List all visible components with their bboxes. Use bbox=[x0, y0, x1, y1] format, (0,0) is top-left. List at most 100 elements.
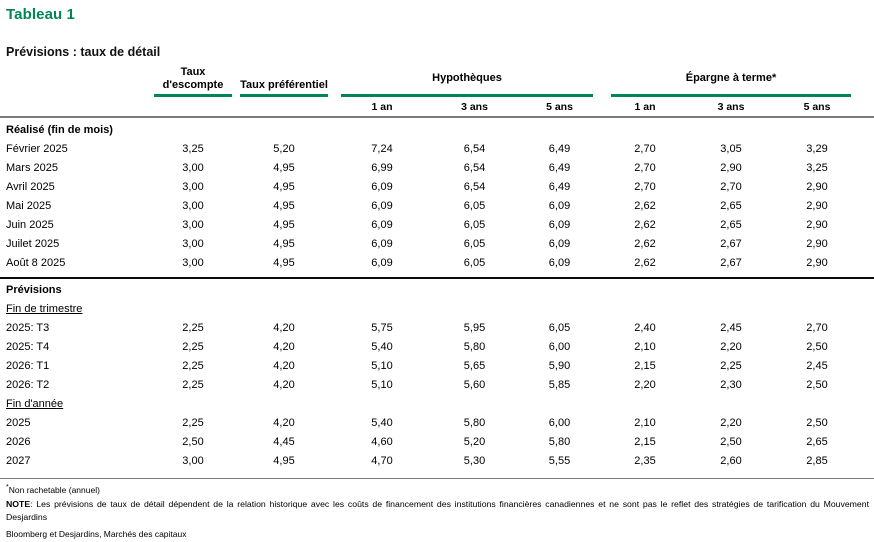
table-cell: 2,70 bbox=[634, 180, 656, 193]
asterisk-footnote: *Non rachetable (annuel) bbox=[6, 484, 874, 495]
subcolumn-header: 1 an bbox=[634, 100, 656, 113]
green-underline bbox=[341, 94, 593, 97]
fin-de-trimestre-rows: 2025: T3 2,25 4,20 5,75 5,95 6,05 2,40 2,45 2,70… bbox=[0, 319, 874, 395]
table-cell: 6,05 bbox=[463, 199, 486, 212]
table-cell: 5,95 bbox=[463, 322, 486, 334]
table-cell: 6,09 bbox=[371, 199, 393, 212]
table-cell: 6,09 bbox=[548, 218, 571, 231]
table-cell: 5,30 bbox=[463, 455, 486, 467]
table-cell: 5,75 bbox=[371, 322, 393, 334]
table-cell: 5,40 bbox=[371, 417, 393, 429]
column-group-epargne-a-terme: Épargne à terme* bbox=[602, 66, 860, 97]
table-cell: 4,95 bbox=[273, 180, 295, 193]
column-group-label: Épargne à terme* bbox=[685, 72, 777, 84]
table-row: Juin 2025 3,00 4,95 6,09 6,05 6,09 2,62 2,65 2,9… bbox=[0, 215, 874, 234]
table-cell: 6,54 bbox=[463, 142, 486, 155]
row-label: Avril 2025 bbox=[6, 180, 55, 193]
row-label: Juin 2025 bbox=[6, 218, 54, 231]
green-underline bbox=[611, 94, 851, 97]
table-cell: 6,09 bbox=[371, 256, 393, 269]
table-cell: 5,65 bbox=[463, 360, 486, 372]
table-cell: 2,10 bbox=[634, 341, 656, 353]
table-cell: 4,95 bbox=[273, 455, 295, 467]
table-cell: 2,20 bbox=[720, 341, 742, 353]
column-group-taux-escompte: Taux d'escompte bbox=[150, 66, 236, 97]
table-cell: 6,09 bbox=[371, 218, 393, 231]
table-cell: 7,24 bbox=[371, 142, 393, 155]
table-cell: 2,90 bbox=[806, 237, 828, 250]
table-row: 2025 2,25 4,20 5,40 5,80 6,00 2,10 2,20 2,50 bbox=[0, 414, 874, 433]
row-label: Juilet 2025 bbox=[6, 237, 60, 250]
table-cell: 5,20 bbox=[273, 142, 295, 155]
table-cell: 5,90 bbox=[548, 360, 571, 372]
table-row: 2026 2,50 4,45 4,60 5,20 5,80 2,15 2,50 2,65 bbox=[0, 433, 874, 452]
column-group-label: Taux d'escompte bbox=[162, 66, 224, 91]
table-cell: 4,95 bbox=[273, 256, 295, 269]
row-label: Mai 2025 bbox=[6, 199, 52, 212]
table-cell: 3,00 bbox=[182, 180, 204, 193]
table-cell: 2,45 bbox=[806, 360, 828, 372]
table-cell: 2,45 bbox=[720, 322, 742, 334]
table-cell: 6,49 bbox=[548, 161, 571, 174]
table-cell: 2,90 bbox=[806, 218, 828, 231]
table-cell: 2,90 bbox=[806, 199, 828, 212]
table-cell: 2,25 bbox=[182, 417, 204, 429]
table-cell: 2,62 bbox=[634, 256, 656, 269]
table-cell: 3,00 bbox=[182, 455, 204, 467]
row-label: Mars 2025 bbox=[6, 161, 58, 174]
table-cell: 4,20 bbox=[273, 360, 295, 372]
table-cell: 2,65 bbox=[720, 218, 742, 231]
table-cell: 5,10 bbox=[371, 379, 393, 391]
subcolumn-header-row: 1 an 3 ans 5 ans 1 an 3 ans 5 ans bbox=[0, 97, 874, 116]
column-group-taux-preferentiel: Taux préférentiel bbox=[236, 66, 332, 97]
table-cell: 2,25 bbox=[182, 379, 204, 391]
row-label: Février 2025 bbox=[6, 142, 68, 155]
table-cell: 4,95 bbox=[273, 199, 295, 212]
table-cell: 2,20 bbox=[634, 379, 656, 391]
table-cell: 6,09 bbox=[548, 237, 571, 250]
subcolumn-header: 3 ans bbox=[717, 100, 745, 113]
row-label: 2025 bbox=[6, 417, 31, 429]
table-cell: 3,29 bbox=[806, 142, 828, 155]
table-row: Avril 2025 3,00 4,95 6,09 6,54 6,49 2,70 2,70 2,… bbox=[0, 177, 874, 196]
table-cell: 3,05 bbox=[720, 142, 742, 155]
table-cell: 2,90 bbox=[806, 256, 828, 269]
table-cell: 6,54 bbox=[463, 161, 486, 174]
table-cell: 4,20 bbox=[273, 379, 295, 391]
table-cell: 2,25 bbox=[182, 360, 204, 372]
table-cell: 3,00 bbox=[182, 161, 204, 174]
table-cell: 2,35 bbox=[634, 455, 656, 467]
table-cell: 2,85 bbox=[806, 455, 828, 467]
table-cell: 3,25 bbox=[182, 142, 204, 155]
divider bbox=[0, 277, 874, 279]
table-title: Prévisions : taux de détail bbox=[6, 45, 161, 59]
table-cell: 6,54 bbox=[463, 180, 486, 193]
row-label: 2025: T3 bbox=[6, 322, 50, 334]
table-row: 2026: T1 2,25 4,20 5,10 5,65 5,90 2,15 2,25 2,45 bbox=[0, 357, 874, 376]
row-label: Août 8 2025 bbox=[6, 256, 66, 269]
table-row: 2027 3,00 4,95 4,70 5,30 5,55 2,35 2,60 2,85 bbox=[0, 452, 874, 471]
subsection-heading: Fin de trimestre bbox=[6, 303, 83, 315]
table-cell: 6,09 bbox=[548, 256, 571, 269]
asterisk-marker: * bbox=[6, 484, 9, 491]
table-row: Août 8 2025 3,00 4,95 6,09 6,05 6,09 2,62 2,67 2… bbox=[0, 253, 874, 272]
table-cell: 6,05 bbox=[548, 322, 571, 334]
row-label: 2026 bbox=[6, 436, 31, 448]
table-cell: 4,95 bbox=[273, 218, 295, 231]
note-text: : Les prévisions de taux de détail dépen… bbox=[6, 498, 869, 522]
column-group-label: Taux préférentiel bbox=[240, 79, 328, 91]
table-cell: 6,05 bbox=[463, 237, 486, 250]
table-cell: 2,20 bbox=[720, 417, 742, 429]
table-cell: 2,67 bbox=[720, 237, 742, 250]
note-label: NOTE bbox=[6, 498, 31, 509]
subsection-heading: Fin d'année bbox=[6, 398, 64, 410]
table-row: Mars 2025 3,00 4,95 6,99 6,54 6,49 2,70 2,90 3,2… bbox=[0, 158, 874, 177]
table-cell: 6,00 bbox=[548, 341, 571, 353]
table-cell: 4,95 bbox=[273, 161, 295, 174]
table-row: Juilet 2025 3,00 4,95 6,09 6,05 6,09 2,62 2,67 2… bbox=[0, 234, 874, 253]
column-group-hypotheques: Hypothèques bbox=[332, 66, 602, 97]
section-heading: Prévisions bbox=[6, 284, 62, 296]
table-cell: 2,50 bbox=[806, 417, 828, 429]
table-cell: 2,50 bbox=[806, 379, 828, 391]
